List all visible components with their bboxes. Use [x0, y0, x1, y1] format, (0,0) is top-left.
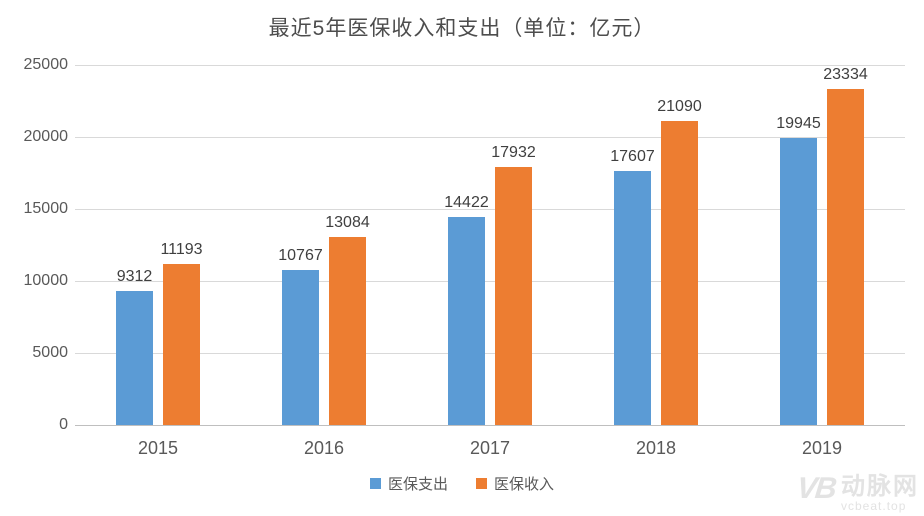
gridline	[75, 136, 905, 138]
bar	[780, 137, 817, 425]
legend-swatch-income	[476, 478, 487, 489]
bar	[661, 121, 698, 425]
bar-value-label: 21090	[657, 98, 702, 116]
y-tick-label: 0	[59, 416, 68, 433]
x-tick-label: 2017	[469, 438, 511, 458]
bar-value-label: 17932	[491, 143, 536, 161]
bar	[163, 263, 200, 425]
legend-label-expenditure: 医保支出	[387, 476, 448, 493]
y-tick-label: 25000	[23, 56, 69, 73]
bar-value-label: 23334	[823, 65, 868, 83]
bar-value-label: 13084	[325, 213, 370, 231]
bar	[495, 166, 532, 425]
bar	[448, 217, 485, 425]
legend-item-expenditure: 医保支出	[369, 473, 448, 494]
bar-value-label: 10767	[278, 246, 323, 264]
x-tick-label: 2018	[635, 438, 677, 458]
legend-swatch-expenditure	[369, 478, 381, 489]
bar	[282, 269, 319, 425]
bar-value-label: 14422	[444, 194, 489, 212]
y-tick-label: 15000	[23, 200, 69, 217]
chart-title: 最近5年医保收入和支出（单位：亿元）	[268, 17, 656, 40]
gridline	[75, 352, 905, 354]
bar-value-label: 9312	[116, 267, 153, 285]
x-tick-label: 2016	[303, 438, 345, 458]
bar	[827, 88, 864, 425]
gridline	[75, 64, 905, 66]
y-tick-label: 10000	[23, 272, 69, 289]
bar	[614, 171, 651, 425]
watermark-brand: 动脉网	[841, 473, 919, 500]
y-tick-label: 20000	[23, 128, 69, 145]
gridline	[75, 424, 905, 426]
vb-logo: VB	[795, 472, 837, 505]
bar	[329, 236, 366, 425]
watermark-text: 动脉网 vcbeat.top	[841, 474, 919, 513]
x-tick-label: 2019	[801, 438, 843, 458]
watermark: VB 动脉网 vcbeat.top	[795, 472, 919, 513]
x-tick-label: 2015	[137, 438, 179, 458]
gridline	[75, 280, 905, 282]
bar-value-label: 19945	[776, 114, 821, 132]
legend-label-income: 医保收入	[494, 476, 555, 493]
y-tick-label: 5000	[32, 344, 68, 361]
legend: 医保支出 医保收入	[0, 473, 924, 494]
watermark-site: vcbeat.top	[841, 499, 907, 513]
legend-item-income: 医保收入	[476, 473, 554, 494]
bar	[116, 290, 153, 425]
gridline	[75, 208, 905, 210]
bar-value-label: 11193	[160, 240, 203, 258]
bar-value-label: 17607	[610, 148, 655, 166]
